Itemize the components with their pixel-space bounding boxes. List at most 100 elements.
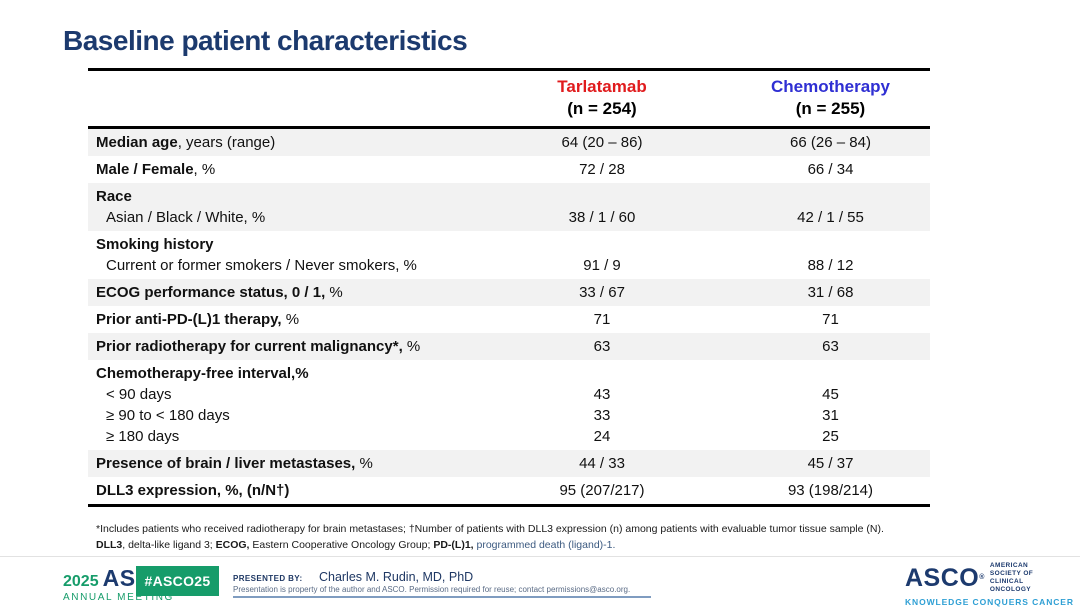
header-spacer bbox=[88, 76, 473, 120]
table-row-median-age: Median age, years (range) 64 (20 – 86) 6… bbox=[88, 129, 930, 156]
chemotherapy-value: 31 / 68 bbox=[807, 284, 854, 301]
chemotherapy-value: 45 / 37 bbox=[807, 455, 854, 472]
society-name: AMERICAN SOCIETY OF CLINICAL ONCOLOGY bbox=[990, 562, 1057, 594]
table-line: ECOG performance status, 0 / 1, % 33 / 6… bbox=[88, 282, 930, 303]
footnote-abbrev: DLL3 bbox=[96, 539, 123, 551]
chemotherapy-label: Chemotherapy bbox=[770, 77, 891, 96]
table-line: Current or former smokers / Never smoker… bbox=[88, 255, 930, 276]
table-row-dll3-expression: DLL3 expression, %, (n/N†) 95 (207/217) … bbox=[88, 477, 930, 504]
row-label-bold: DLL3 expression, %, (n/N†) bbox=[96, 482, 290, 499]
row-label-rest: ≥ 90 to < 180 days bbox=[106, 407, 230, 424]
row-label: Chemotherapy-free interval,% bbox=[88, 363, 473, 384]
row-label-rest: , years (range) bbox=[177, 134, 276, 151]
chemotherapy-value: 66 / 34 bbox=[807, 161, 854, 178]
row-sublabel: ≥ 90 to < 180 days bbox=[88, 405, 473, 426]
row-label-rest: % bbox=[325, 284, 343, 301]
row-label-rest: < 90 days bbox=[106, 386, 172, 403]
row-label-rest: Asian / Black / White, % bbox=[106, 209, 266, 226]
row-label: Median age, years (range) bbox=[88, 132, 473, 153]
table-row-chemo-free-interval: Chemotherapy-free interval,% < 90 days 4… bbox=[88, 360, 930, 450]
asco-text: ASCO bbox=[905, 564, 980, 592]
row-label: Male / Female, % bbox=[88, 159, 473, 180]
tarlatamab-value: 43 bbox=[593, 386, 611, 403]
meeting-name: ANNUAL MEETING bbox=[63, 592, 174, 603]
row-label-rest: % bbox=[402, 338, 421, 355]
table-row-prior-pd-l1: Prior anti-PD-(L)1 therapy, % 71 71 bbox=[88, 306, 930, 333]
chemotherapy-column-header: Chemotherapy (n = 255) bbox=[731, 76, 930, 120]
chemotherapy-n: (n = 255) bbox=[795, 99, 866, 118]
tarlatamab-column-header: Tarlatamab (n = 254) bbox=[473, 76, 731, 120]
table-header-row: Tarlatamab (n = 254) Chemotherapy (n = 2… bbox=[88, 68, 930, 129]
table-line: Smoking history bbox=[88, 234, 930, 255]
row-label-bold: Male / Female bbox=[96, 161, 194, 178]
table-body: Median age, years (range) 64 (20 – 86) 6… bbox=[88, 129, 930, 507]
row-label: Presence of brain / liver metastases, % bbox=[88, 453, 473, 474]
row-label-rest: % bbox=[355, 455, 373, 472]
row-label-bold: Chemotherapy-free interval,% bbox=[96, 365, 309, 382]
row-sublabel: ≥ 180 days bbox=[88, 426, 473, 447]
footnotes: *Includes patients who received radiothe… bbox=[96, 521, 956, 553]
logo-row: ASCO® AMERICAN SOCIETY OF CLINICAL ONCOL… bbox=[905, 562, 1057, 594]
tarlatamab-value: 64 (20 – 86) bbox=[561, 134, 643, 151]
presented-by-label: PRESENTED BY: bbox=[233, 574, 303, 583]
hashtag-badge: #ASCO25 bbox=[136, 566, 219, 596]
row-label-bold: Median age bbox=[96, 134, 178, 151]
table-row-smoking-history: Smoking history Current or former smoker… bbox=[88, 231, 930, 279]
presented-by: PRESENTED BY: Charles M. Rudin, MD, PhD bbox=[233, 568, 473, 586]
table-line: Median age, years (range) 64 (20 – 86) 6… bbox=[88, 132, 930, 153]
table-line: ≥ 90 to < 180 days 33 31 bbox=[88, 405, 930, 426]
tarlatamab-value: 63 bbox=[593, 338, 611, 355]
footer-divider bbox=[0, 556, 1080, 557]
footnote-line-2: DLL3, delta-like ligand 3; ECOG, Eastern… bbox=[96, 537, 956, 553]
asco-tagline: KNOWLEDGE CONQUERS CANCER bbox=[905, 597, 1074, 607]
tarlatamab-value: 33 bbox=[593, 407, 611, 424]
tarlatamab-label: Tarlatamab bbox=[557, 77, 647, 96]
tarlatamab-value: 95 (207/217) bbox=[559, 482, 645, 499]
chemotherapy-value: 66 (26 – 84) bbox=[790, 134, 871, 151]
row-label: DLL3 expression, %, (n/N†) bbox=[88, 480, 473, 501]
row-label: Race bbox=[88, 186, 473, 207]
table-line: Presence of brain / liver metastases, % … bbox=[88, 453, 930, 474]
permission-disclaimer: Presentation is property of the author a… bbox=[233, 585, 631, 594]
chemotherapy-value: 45 bbox=[822, 386, 839, 403]
tarlatamab-value: 38 / 1 / 60 bbox=[568, 209, 636, 226]
row-label-bold: Race bbox=[96, 188, 132, 205]
table-line: Asian / Black / White, % 38 / 1 / 60 42 … bbox=[88, 207, 930, 228]
row-label-rest: Current or former smokers / Never smoker… bbox=[106, 257, 417, 274]
row-sublabel: < 90 days bbox=[88, 384, 473, 405]
page-title: Baseline patient characteristics bbox=[63, 25, 468, 56]
tarlatamab-value: 91 / 9 bbox=[583, 257, 621, 274]
row-label: Prior anti-PD-(L)1 therapy, % bbox=[88, 309, 473, 330]
chemotherapy-value: 31 bbox=[822, 407, 839, 424]
footnote-abbrev: PD-(L)1, bbox=[433, 539, 474, 551]
table-line: Race bbox=[88, 186, 930, 207]
table-line: Prior radiotherapy for current malignanc… bbox=[88, 336, 930, 357]
meeting-year: 2025 bbox=[63, 573, 99, 590]
asco-society-logo: ASCO® AMERICAN SOCIETY OF CLINICAL ONCOL… bbox=[905, 562, 1074, 607]
row-label-rest: % bbox=[281, 311, 300, 328]
table-row-prior-radiotherapy: Prior radiotherapy for current malignanc… bbox=[88, 333, 930, 360]
footnote-text: programmed death (ligand)-1. bbox=[473, 539, 616, 551]
chemotherapy-value: 88 / 12 bbox=[807, 257, 854, 274]
row-label-bold: ECOG performance status, 0 / 1, bbox=[96, 284, 326, 301]
table-row-metastases: Presence of brain / liver metastases, % … bbox=[88, 450, 930, 477]
row-label: Prior radiotherapy for current malignanc… bbox=[88, 336, 473, 357]
chemotherapy-value: 25 bbox=[822, 428, 839, 445]
table-line: DLL3 expression, %, (n/N†) 95 (207/217) … bbox=[88, 480, 930, 501]
row-sublabel: Current or former smokers / Never smoker… bbox=[88, 255, 473, 276]
characteristics-table: Tarlatamab (n = 254) Chemotherapy (n = 2… bbox=[88, 68, 930, 507]
tarlatamab-value: 72 / 28 bbox=[579, 161, 625, 178]
footnote-text: , delta-like ligand 3; bbox=[122, 539, 216, 551]
tarlatamab-value: 24 bbox=[593, 428, 611, 445]
row-sublabel: Asian / Black / White, % bbox=[88, 207, 473, 228]
row-label: Smoking history bbox=[88, 234, 473, 255]
table-row-race: Race Asian / Black / White, % 38 / 1 / 6… bbox=[88, 183, 930, 231]
row-label-rest: ≥ 180 days bbox=[106, 428, 180, 445]
row-label-bold: Prior anti-PD-(L)1 therapy, bbox=[96, 311, 282, 328]
tarlatamab-value: 71 bbox=[593, 311, 611, 328]
row-label-bold: Presence of brain / liver metastases, bbox=[96, 455, 356, 472]
society-name-line2: CLINICAL ONCOLOGY bbox=[989, 578, 1032, 593]
table-row-ecog: ECOG performance status, 0 / 1, % 33 / 6… bbox=[88, 279, 930, 306]
row-label-bold: Smoking history bbox=[96, 236, 214, 253]
